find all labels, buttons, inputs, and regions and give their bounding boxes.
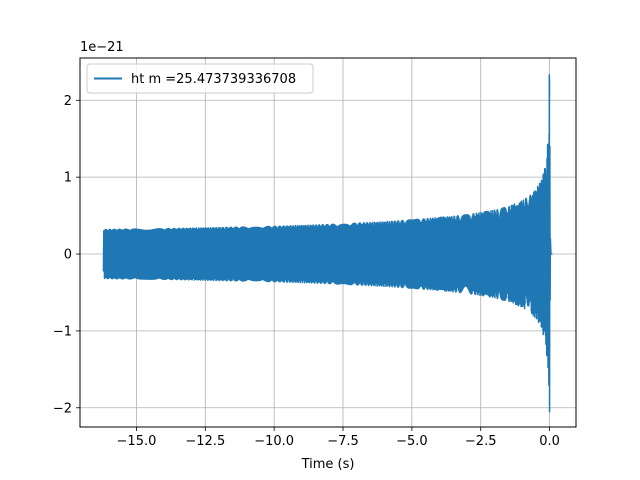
legend: ht m =25.473739336708: [86, 63, 314, 94]
y-tick-label: 2: [64, 94, 72, 109]
x-tick-label: −7.5: [327, 434, 359, 449]
x-tick-label: −2.5: [465, 434, 497, 449]
legend-box: [86, 63, 314, 94]
y-tick-label: −1: [53, 324, 72, 339]
x-tick-label: −12.5: [185, 434, 225, 449]
x-tick-label: −5.0: [396, 434, 428, 449]
legend-entry: ht m =25.473739336708: [131, 72, 296, 87]
y-tick-label: −2: [53, 401, 72, 416]
series-line: [102, 74, 553, 413]
x-axis-label: Time (s): [301, 457, 355, 472]
x-tick-label: −10.0: [254, 434, 294, 449]
axis-ticks: −15.0 −12.5 −10.0 −7.5 −5.0 −2.5 0.0 −2 −1 0 1 2: [53, 94, 560, 449]
y-tick-label: 0: [64, 248, 72, 263]
series-layer: [102, 74, 553, 413]
y-offset-text: 1e−21: [80, 40, 124, 55]
x-tick-label: −15.0: [117, 434, 157, 449]
x-tick-label: 0.0: [539, 434, 560, 449]
y-tick-label: 1: [64, 171, 72, 186]
axes-frame: [79, 57, 577, 428]
